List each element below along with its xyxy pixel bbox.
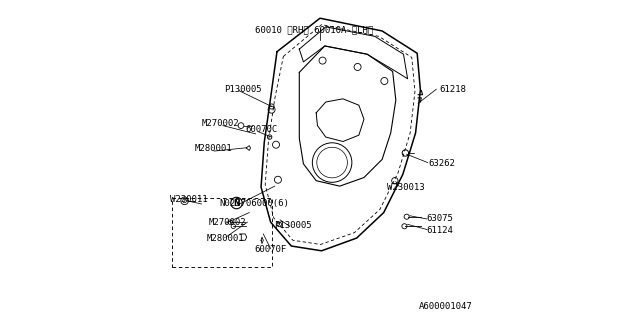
- Text: 61218: 61218: [440, 85, 467, 94]
- Text: 60070C: 60070C: [245, 125, 277, 134]
- Text: N023706000(6): N023706000(6): [220, 198, 289, 207]
- Text: P130005: P130005: [225, 85, 262, 94]
- Text: M270002: M270002: [209, 218, 246, 227]
- Text: M280001: M280001: [194, 144, 232, 153]
- Text: M280001: M280001: [207, 234, 244, 243]
- Text: 63262: 63262: [428, 159, 455, 168]
- Text: 63075: 63075: [427, 214, 454, 223]
- Text: P130005: P130005: [274, 221, 312, 230]
- Text: 61124: 61124: [427, 226, 454, 235]
- Text: 60010 〈RH〉 60010A 〈LH〉: 60010 〈RH〉 60010A 〈LH〉: [255, 25, 372, 34]
- Text: W230013: W230013: [387, 183, 424, 192]
- Text: W230011: W230011: [170, 195, 208, 204]
- Text: N: N: [233, 198, 240, 207]
- Text: A600001047: A600001047: [419, 302, 472, 311]
- Text: 60070F: 60070F: [255, 245, 287, 254]
- Text: M270002: M270002: [202, 119, 240, 128]
- Bar: [172, 198, 272, 267]
